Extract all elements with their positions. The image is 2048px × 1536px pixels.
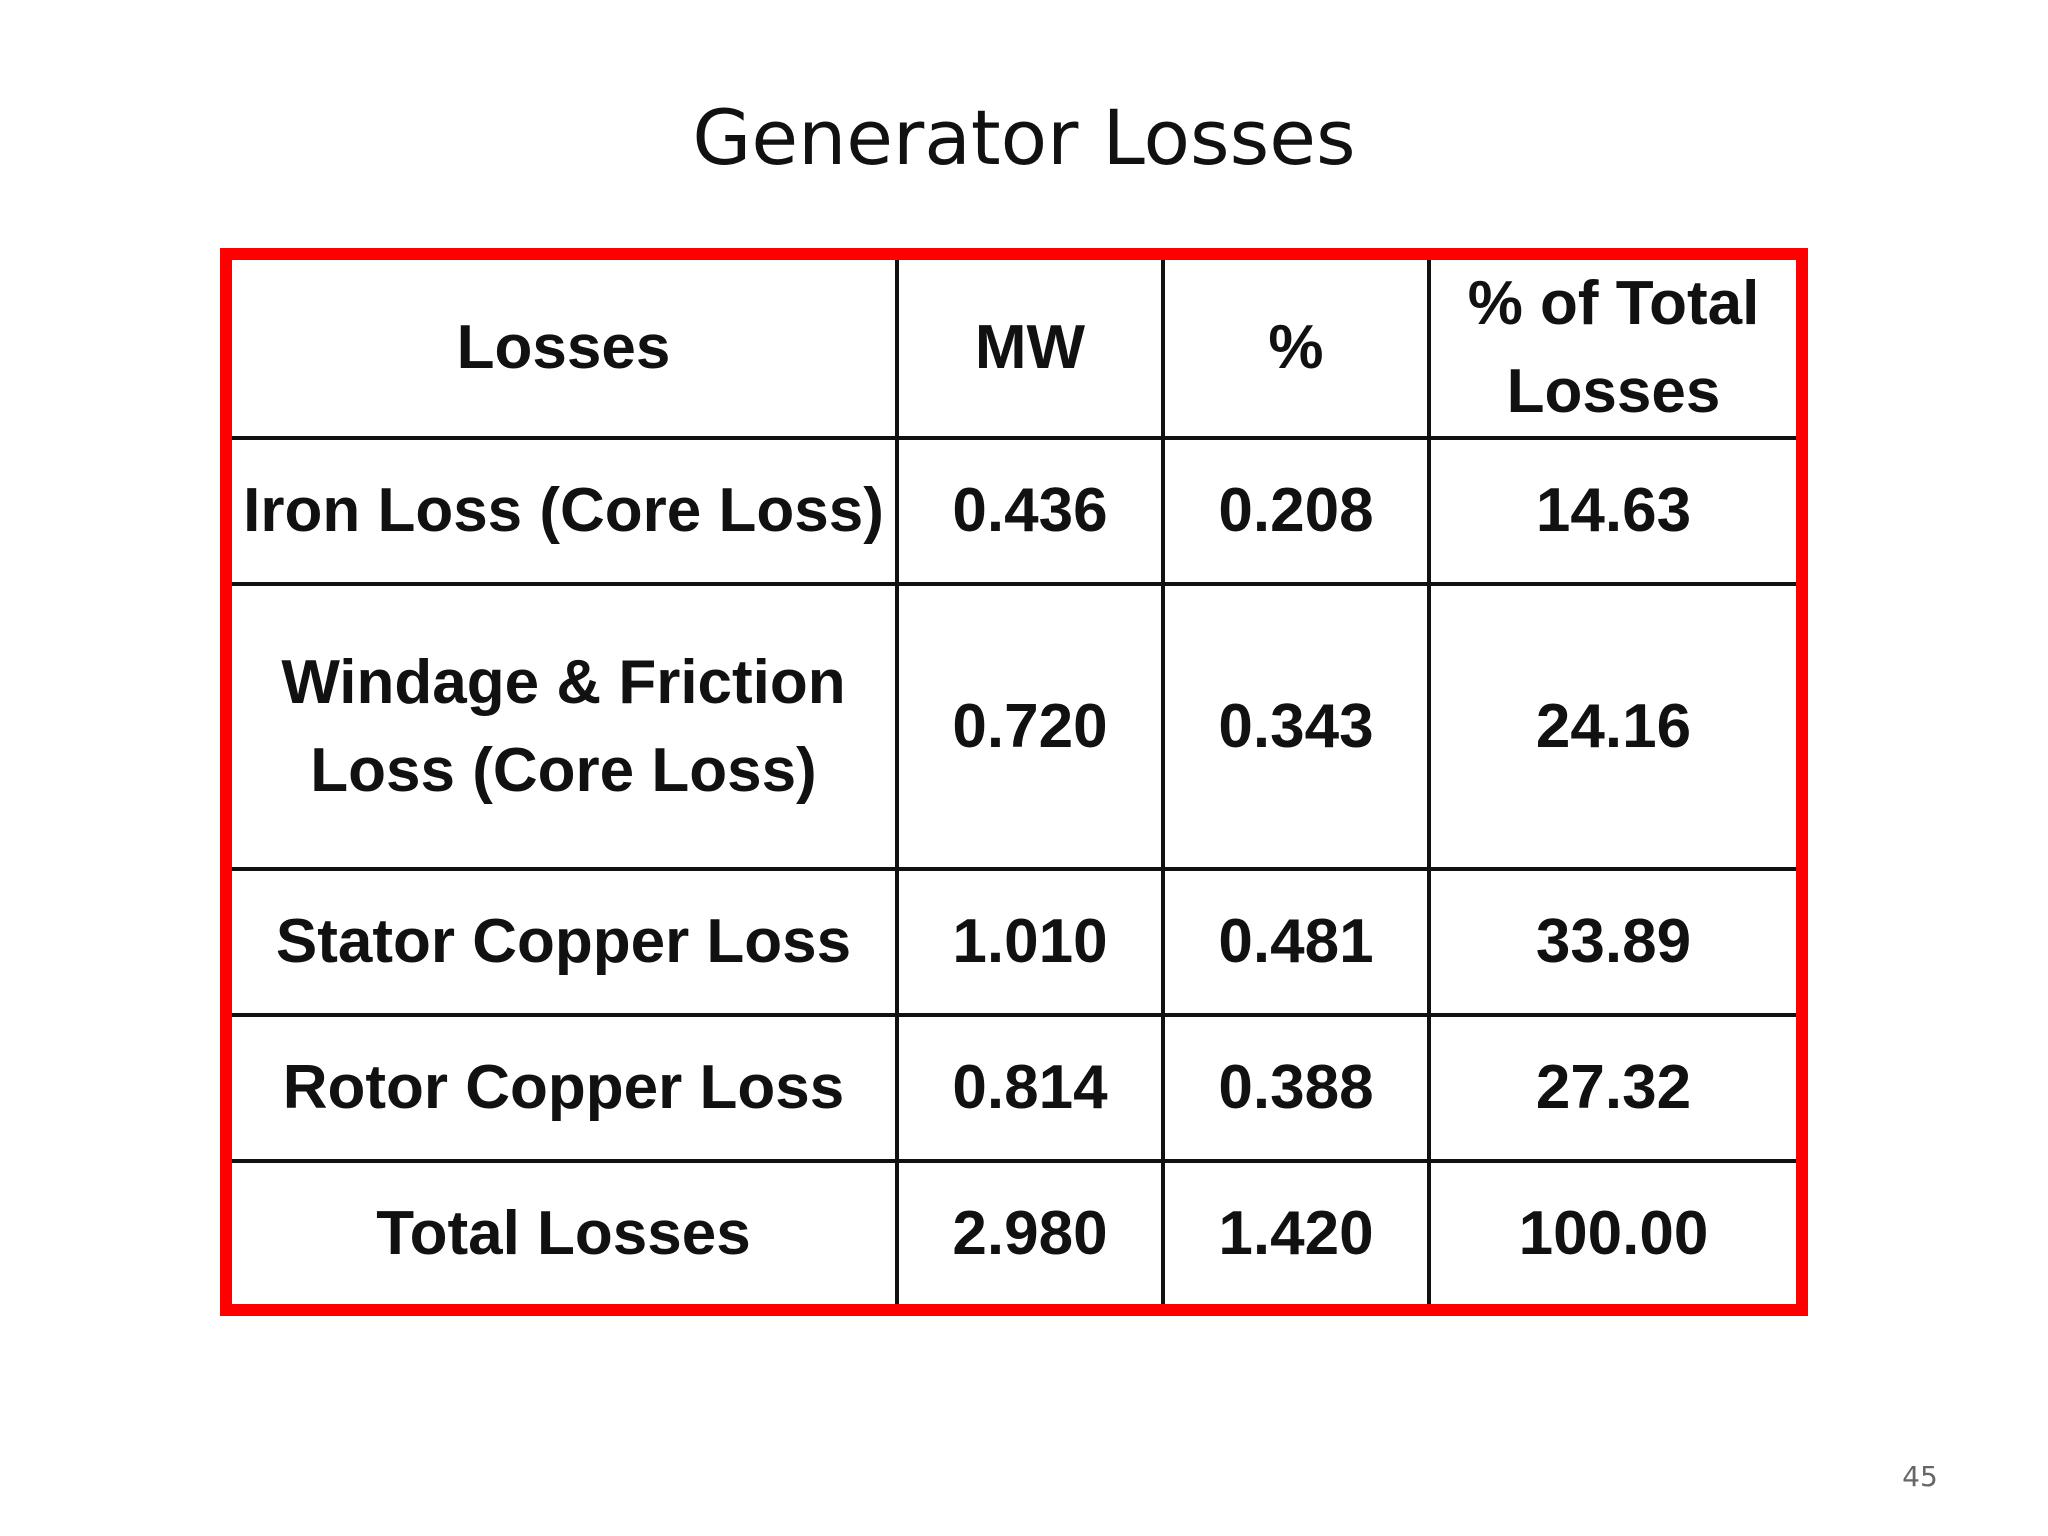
table-frame: Losses MW % % of Total Losses Iron Loss …: [220, 248, 1808, 1316]
percent-of-total-cell: 100.00: [1427, 1159, 1796, 1304]
loss-name-cell: Total Losses: [232, 1159, 899, 1304]
table-row: Stator Copper Loss 1.010 0.481 33.89: [232, 867, 1796, 1018]
page-number: 45: [1902, 1460, 1938, 1493]
percent-of-total-cell: 14.63: [1427, 436, 1796, 586]
percent-cell: 0.343: [1161, 581, 1431, 872]
percent-cell: 0.388: [1161, 1013, 1431, 1164]
header-percent: %: [1161, 260, 1431, 440]
mw-cell: 0.720: [895, 581, 1165, 872]
header-row: Losses MW % % of Total Losses: [232, 260, 1796, 440]
header-losses: Losses: [232, 260, 899, 440]
percent-of-total-cell: 33.89: [1427, 867, 1796, 1018]
percent-cell: 1.420: [1161, 1159, 1431, 1304]
mw-cell: 0.814: [895, 1013, 1165, 1164]
table-row: Iron Loss (Core Loss) 0.436 0.208 14.63: [232, 436, 1796, 586]
slide-title: Generator Losses: [692, 93, 1356, 182]
percent-of-total-cell: 24.16: [1427, 581, 1796, 872]
header-percent-of-total: % of Total Losses: [1427, 260, 1796, 440]
table-row: Windage & Friction Loss (Core Loss) 0.72…: [232, 581, 1796, 872]
loss-name-cell: Rotor Copper Loss: [232, 1013, 899, 1164]
percent-of-total-cell: 27.32: [1427, 1013, 1796, 1164]
mw-cell: 0.436: [895, 436, 1165, 586]
percent-cell: 0.208: [1161, 436, 1431, 586]
mw-cell: 2.980: [895, 1159, 1165, 1304]
loss-name-cell: Stator Copper Loss: [232, 867, 899, 1018]
loss-name-cell: Iron Loss (Core Loss): [232, 436, 899, 586]
header-mw: MW: [895, 260, 1165, 440]
loss-name-cell: Windage & Friction Loss (Core Loss): [232, 581, 899, 872]
percent-cell: 0.481: [1161, 867, 1431, 1018]
mw-cell: 1.010: [895, 867, 1165, 1018]
total-row: Total Losses 2.980 1.420 100.00: [232, 1159, 1796, 1304]
generator-losses-table: Losses MW % % of Total Losses Iron Loss …: [232, 260, 1796, 1304]
table-row: Rotor Copper Loss 0.814 0.388 27.32: [232, 1013, 1796, 1164]
